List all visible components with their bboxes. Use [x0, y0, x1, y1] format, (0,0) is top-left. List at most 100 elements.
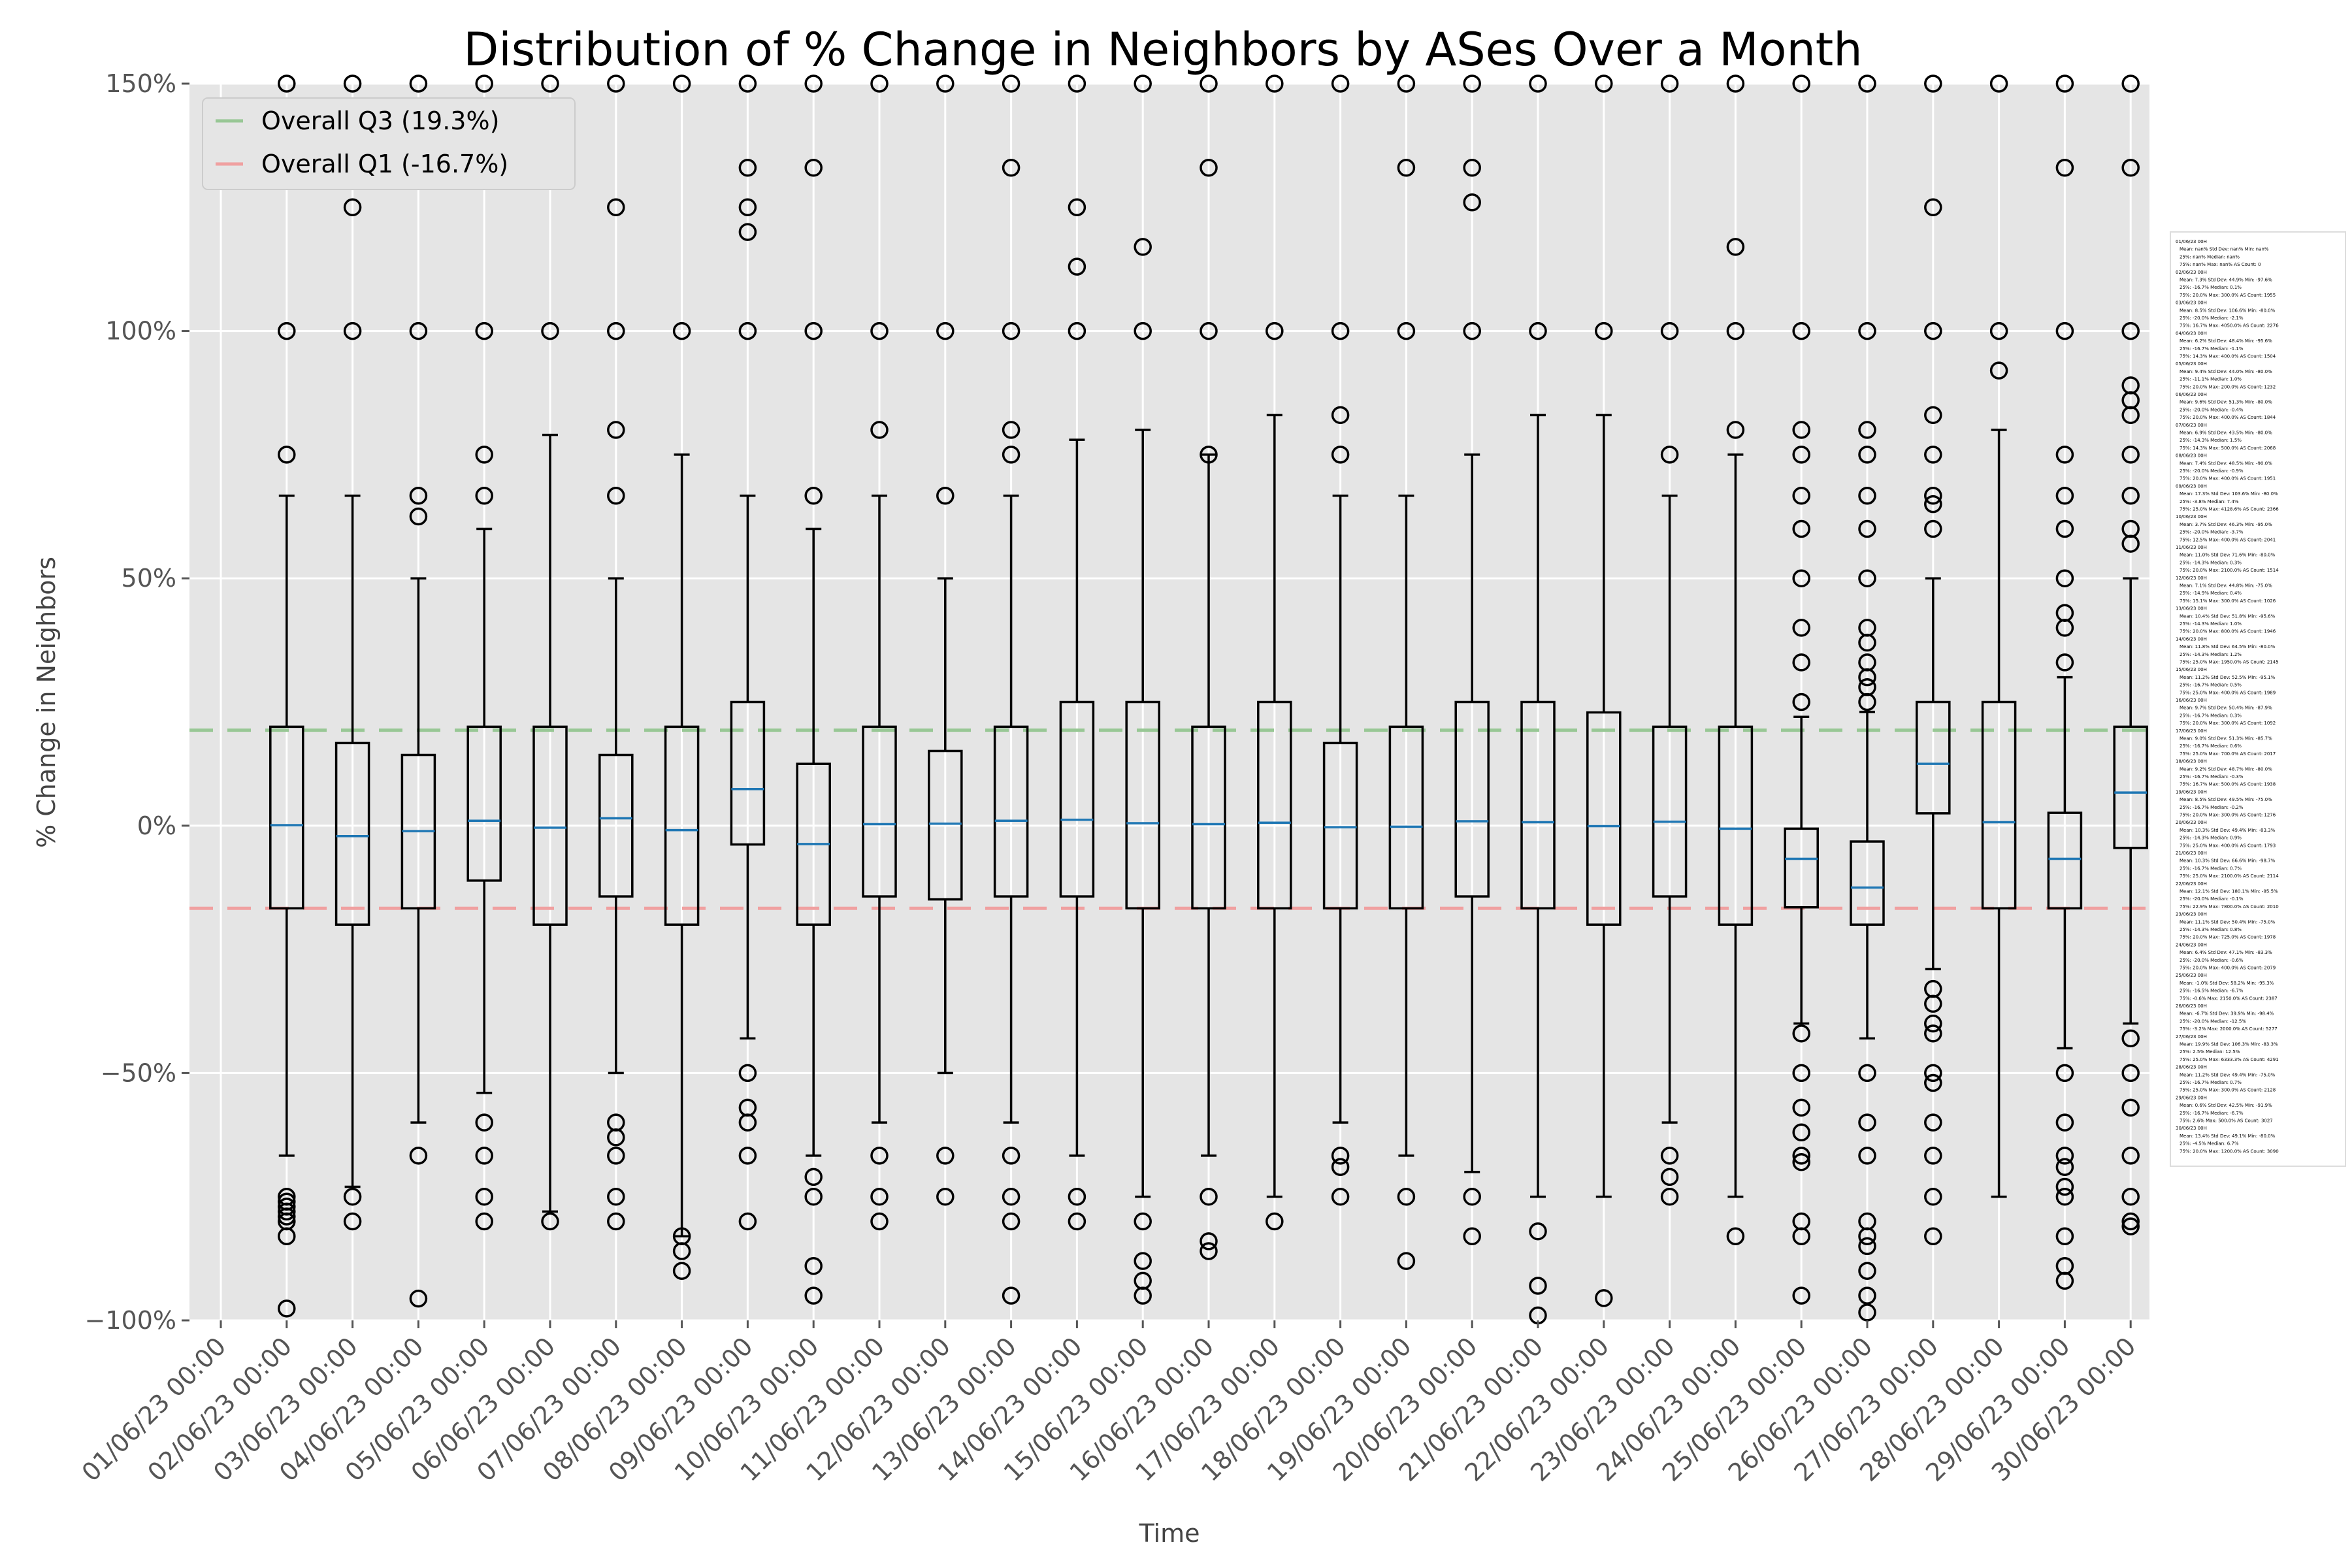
box-item — [598, 74, 634, 1231]
y-tick-label: 100% — [105, 317, 176, 346]
stats-line: 25%: -20.0% Median: -12.5% — [2180, 1019, 2246, 1024]
flier-point — [1529, 321, 1547, 340]
flier-point — [2055, 486, 2074, 505]
flier-point — [672, 1242, 691, 1260]
flier-point — [1792, 1123, 1810, 1142]
flier-point — [1858, 1147, 1876, 1165]
flier-point — [1068, 257, 1086, 276]
flier-point — [1002, 1187, 1021, 1206]
stats-line: 25%: -16.7% Median: 0.7% — [2180, 1080, 2242, 1085]
y-tick-label: 150% — [105, 69, 176, 98]
box-item — [1059, 74, 1095, 1231]
flier-point — [409, 321, 428, 340]
stats-line: Mean: 9.2% Std Dev: 48.7% Min: -80.0% — [2180, 766, 2272, 772]
flier-point — [2121, 1147, 2140, 1165]
stats-date: 14/06/23 00H — [2176, 636, 2207, 642]
flier-point — [870, 321, 889, 340]
flier-point — [1858, 1227, 1876, 1246]
flier-point — [804, 1187, 823, 1206]
stats-line: 25%: -16.7% Median: -0.3% — [2180, 774, 2244, 779]
flier-point — [2121, 486, 2140, 505]
flier-point — [1726, 238, 1745, 256]
flier-point — [2055, 519, 2074, 538]
stats-line: 25%: -11.1% Median: 1.0% — [2180, 377, 2242, 382]
flier-point — [1924, 446, 1942, 464]
flier-point — [738, 223, 757, 241]
flier-point — [2055, 653, 2074, 672]
flier-point — [475, 446, 493, 464]
stats-line: 75%: 16.7% Max: 4050.0% AS Count: 2276 — [2180, 323, 2279, 329]
flier-point — [804, 486, 823, 505]
stats-line: 75%: 22.9% Max: 7800.0% AS Count: 2010 — [2180, 904, 2279, 909]
stats-line: Mean: -1.0% Std Dev: 58.2% Min: -95.3% — [2180, 981, 2274, 986]
stats-line: 25%: -4.5% Median: 6.7% — [2180, 1141, 2239, 1147]
flier-point — [2055, 446, 2074, 464]
flier-point — [1924, 1014, 1942, 1033]
stats-line: Mean: 11.1% Std Dev: 50.4% Min: -75.0% — [2180, 919, 2276, 924]
stats-date: 11/06/23 00H — [2176, 545, 2207, 550]
y-tick-label: 0% — [137, 811, 176, 840]
flier-point — [936, 1147, 955, 1165]
stats-date: 17/06/23 00H — [2176, 728, 2207, 734]
stats-date: 04/06/23 00H — [2176, 331, 2207, 336]
y-tick-label: −100% — [85, 1306, 176, 1335]
stats-line: 75%: 25.0% Max: 4128.6% AS Count: 2366 — [2180, 507, 2279, 512]
stats-line: 75%: -0.6% Max: 2150.0% AS Count: 2387 — [2180, 996, 2278, 1001]
stats-date: 22/06/23 00H — [2176, 881, 2207, 887]
flier-point — [2055, 1227, 2074, 1246]
stats-date: 01/06/23 00H — [2176, 239, 2207, 244]
flier-point — [1200, 158, 1218, 177]
flier-point — [936, 74, 955, 93]
flier-point — [2055, 74, 2074, 93]
flier-point — [1002, 74, 1021, 93]
stats-line: 75%: 20.0% Max: 2100.0% AS Count: 1514 — [2180, 568, 2279, 573]
flier-point — [278, 321, 296, 340]
box-item — [993, 74, 1029, 1305]
flier-point — [1595, 321, 1613, 340]
flier-point — [1200, 1187, 1218, 1206]
stats-line: Mean: nan% Std Dev: nan% Min: nan% — [2180, 247, 2269, 252]
flier-point — [1134, 321, 1152, 340]
flier-point — [870, 1212, 889, 1231]
flier-point — [870, 421, 889, 439]
stats-date: 06/06/23 00H — [2176, 392, 2207, 397]
flier-point — [2121, 446, 2140, 464]
flier-point — [2121, 321, 2140, 340]
stats-line: 25%: -20.0% Median: -3.7% — [2180, 530, 2244, 535]
stats-line: 75%: 20.0% Max: 1200.0% AS Count: 3090 — [2180, 1149, 2279, 1154]
flier-point — [1989, 321, 2008, 340]
stats-line: Mean: 6.9% Std Dev: 43.5% Min: -80.0% — [2180, 431, 2272, 436]
flier-point — [607, 421, 625, 439]
flier-point — [1858, 519, 1876, 538]
flier-point — [1792, 1152, 1810, 1171]
flier-point — [1463, 158, 1481, 177]
flier-point — [1331, 446, 1350, 464]
stats-date: 21/06/23 00H — [2176, 851, 2207, 856]
flier-point — [2121, 1217, 2140, 1235]
flier-point — [2055, 1113, 2074, 1132]
flier-point — [343, 198, 362, 217]
stats-line: Mean: 11.8% Std Dev: 64.5% Min: -80.0% — [2180, 644, 2276, 649]
flier-point — [1792, 1064, 1810, 1083]
flier-point — [1924, 1073, 1942, 1092]
stats-line: Mean: 0.6% Std Dev: 42.5% Min: -91.9% — [2180, 1103, 2272, 1108]
flier-point — [1002, 321, 1021, 340]
flier-point — [409, 74, 428, 93]
stats-date: 16/06/23 00H — [2176, 698, 2207, 703]
box-item — [2113, 74, 2148, 1235]
stats-line: 25%: -20.0% Median: -0.1% — [2180, 896, 2244, 902]
flier-point — [1200, 74, 1218, 93]
stats-line: 25%: -16.7% Median: 0.1% — [2180, 285, 2242, 290]
stats-line: 75%: 25.0% Max: 6333.3% AS Count: 4291 — [2180, 1057, 2279, 1062]
stats-date: 28/06/23 00H — [2176, 1065, 2207, 1070]
stats-line: 75%: nan% Max: nan% AS Count: 0 — [2180, 262, 2261, 267]
flier-point — [409, 1289, 428, 1308]
stats-line: 75%: 25.0% Max: 400.0% AS Count: 1793 — [2180, 843, 2276, 848]
flier-point — [1792, 321, 1810, 340]
flier-point — [1989, 74, 2008, 93]
flier-point — [1924, 1113, 1942, 1132]
flier-point — [2121, 158, 2140, 177]
flier-point — [1924, 495, 1942, 514]
flier-point — [607, 74, 625, 93]
flier-point — [1660, 1168, 1679, 1186]
